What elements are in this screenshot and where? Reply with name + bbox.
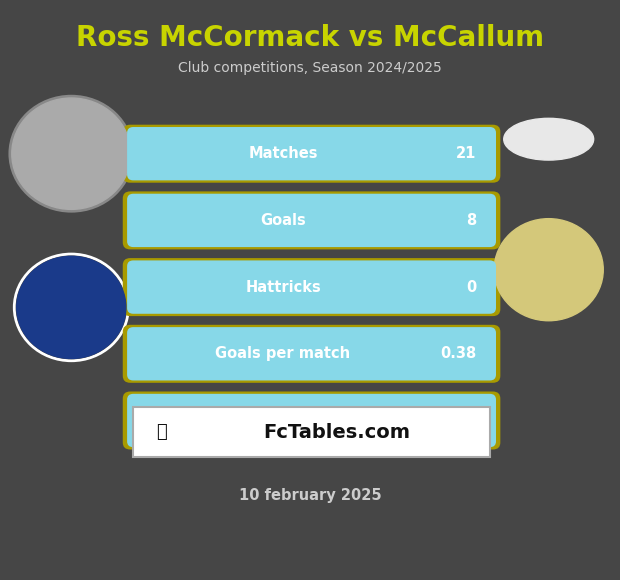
Text: 8: 8 (466, 213, 476, 228)
FancyBboxPatch shape (123, 325, 500, 383)
Text: Goals: Goals (260, 213, 306, 228)
Circle shape (17, 256, 126, 358)
FancyBboxPatch shape (127, 327, 496, 380)
Text: 0.38: 0.38 (440, 346, 476, 361)
Text: Club competitions, Season 2024/2025: Club competitions, Season 2024/2025 (178, 61, 442, 75)
FancyBboxPatch shape (123, 125, 500, 183)
Text: 10 february 2025: 10 february 2025 (239, 488, 381, 503)
FancyBboxPatch shape (127, 194, 496, 247)
Text: Hattricks: Hattricks (245, 280, 321, 295)
Text: Ross McCormack vs McCallum: Ross McCormack vs McCallum (76, 24, 544, 52)
Ellipse shape (504, 118, 594, 160)
FancyBboxPatch shape (123, 258, 500, 316)
Text: Goals per match: Goals per match (216, 346, 350, 361)
Text: Matches: Matches (248, 146, 318, 161)
FancyBboxPatch shape (133, 407, 490, 457)
Text: Min per goal: Min per goal (231, 413, 335, 428)
Text: 0: 0 (466, 280, 476, 295)
Text: 21: 21 (456, 146, 476, 161)
Text: 📊: 📊 (156, 423, 167, 441)
Text: 269: 269 (446, 413, 476, 428)
FancyBboxPatch shape (127, 260, 496, 314)
FancyBboxPatch shape (123, 392, 500, 450)
FancyBboxPatch shape (127, 394, 496, 447)
Circle shape (12, 98, 131, 209)
FancyBboxPatch shape (127, 127, 496, 180)
Text: FcTables.com: FcTables.com (263, 423, 410, 441)
Circle shape (494, 219, 603, 321)
FancyBboxPatch shape (123, 191, 500, 249)
